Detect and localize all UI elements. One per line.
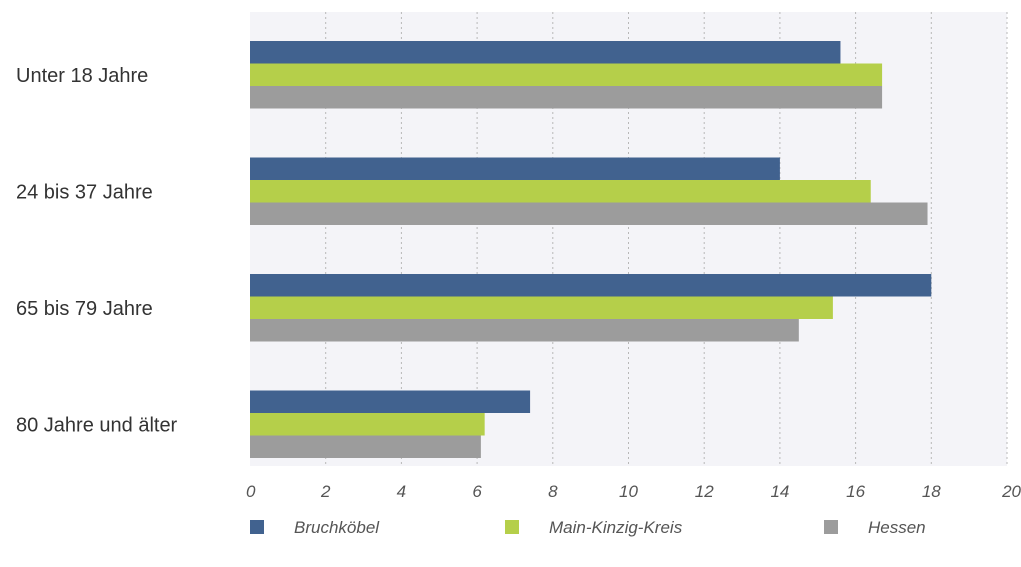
tick-label: 16 (846, 482, 865, 501)
category-label: 80 Jahre und älter (16, 414, 178, 436)
bar (250, 157, 780, 180)
bar (250, 319, 799, 342)
bar (250, 274, 932, 297)
legend-label: Hessen (868, 518, 926, 537)
bar (250, 296, 833, 319)
tick-label: 12 (695, 482, 714, 501)
legend-swatch (505, 520, 519, 534)
bar (250, 63, 883, 86)
tick-label: 14 (770, 482, 789, 501)
bars (250, 41, 932, 458)
tick-label: 6 (472, 482, 482, 501)
bar (250, 435, 481, 458)
bar (250, 413, 485, 436)
category-labels: Unter 18 Jahre 24 bis 37 Jahre 65 bis 79 J… (16, 65, 178, 437)
category-label: Unter 18 Jahre (16, 65, 148, 87)
legend-swatch (250, 520, 264, 534)
tick-label: 2 (320, 482, 331, 501)
tick-label: 18 (922, 482, 941, 501)
tick-label: 0 (246, 482, 256, 501)
bar (250, 86, 883, 109)
tick-label: 4 (397, 482, 406, 501)
x-axis-tick-labels: 0 2 4 6 8 10 12 14 16 18 20 (246, 482, 1021, 501)
category-label: 65 bis 79 Jahre (16, 298, 153, 320)
legend-swatch (824, 520, 838, 534)
bar (250, 41, 841, 64)
bar (250, 180, 871, 203)
legend-label: Main-Kinzig-Kreis (549, 518, 683, 537)
bar (250, 202, 928, 225)
tick-label: 10 (619, 482, 638, 501)
legend-label: Bruchköbel (294, 518, 380, 537)
category-label: 24 bis 37 Jahre (16, 181, 153, 203)
bar (250, 390, 531, 413)
tick-label: 20 (1001, 482, 1021, 501)
legend: Bruchköbel Main-Kinzig-Kreis Hessen (250, 518, 926, 537)
tick-label: 8 (548, 482, 558, 501)
